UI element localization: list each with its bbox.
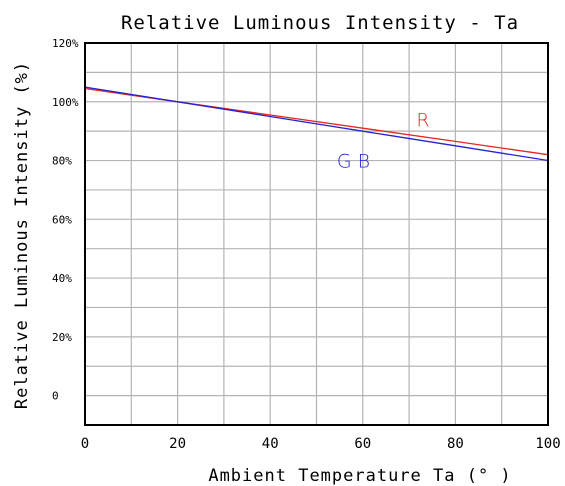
x-tick-labels: 0 20 40 60 80 100: [81, 436, 561, 452]
y-tick-label: 60%: [52, 213, 72, 226]
grid-lines: [85, 43, 548, 425]
x-tick-label: 60: [354, 436, 371, 452]
x-tick-label: 100: [535, 436, 560, 452]
y-tick-label: 100%: [52, 96, 79, 109]
y-tick-label: 20%: [52, 331, 72, 344]
x-tick-label: 0: [81, 436, 89, 452]
y-tick-label: 40%: [52, 272, 72, 285]
y-tick-label: 80%: [52, 155, 72, 168]
y-tick-label: 0: [52, 390, 59, 403]
curve-label: G B: [337, 151, 370, 173]
x-tick-label: 20: [169, 436, 186, 452]
series-line-gb: [84, 86, 549, 162]
curve-labels: R G B: [337, 109, 430, 172]
x-axis-title: Ambient Temperature Ta (° ): [208, 466, 511, 486]
x-tick-label: 40: [262, 436, 279, 452]
x-tick-label: 80: [447, 436, 464, 452]
series-lines: [84, 86, 549, 162]
y-tick-label: 120%: [52, 37, 79, 50]
plot-frame: [84, 42, 549, 426]
chart-title: Relative Luminous Intensity - Ta: [121, 12, 519, 34]
y-axis-title: Relative Luminous Intensity (%): [12, 61, 32, 409]
curve-label: R: [416, 109, 429, 131]
y-tick-labels: 120% 100% 80% 60% 40% 20% 0: [52, 37, 79, 403]
